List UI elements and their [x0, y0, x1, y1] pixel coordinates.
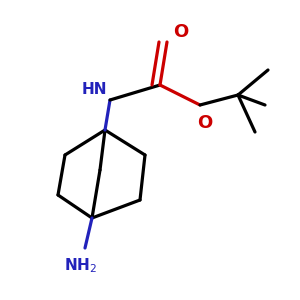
Text: NH$_2$: NH$_2$	[64, 256, 97, 275]
Text: O: O	[173, 23, 189, 41]
Text: HN: HN	[81, 82, 107, 98]
Text: O: O	[197, 114, 213, 132]
